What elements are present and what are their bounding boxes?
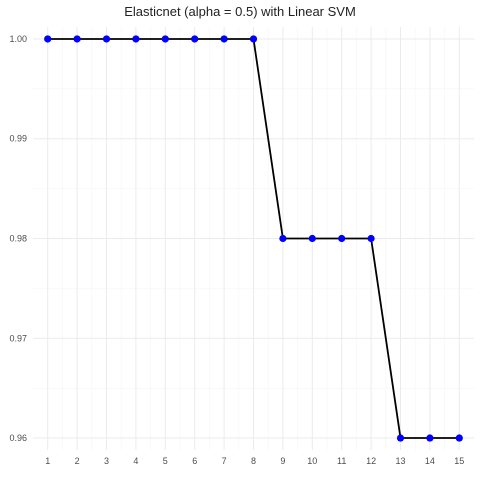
x-tick-label: 13 <box>395 456 405 466</box>
x-tick-label: 12 <box>366 456 376 466</box>
x-tick-label: 1 <box>45 456 50 466</box>
x-tick-label: 8 <box>251 456 256 466</box>
x-tick-label: 11 <box>337 456 346 466</box>
x-tick-label: 3 <box>104 456 109 466</box>
x-tick-label: 7 <box>222 456 227 466</box>
x-tick-label: 4 <box>133 456 138 466</box>
data-point <box>73 35 81 43</box>
y-tick-label: 1.00 <box>9 34 27 44</box>
y-axis-tick-labels: 0.96 0.97 0.98 0.99 1.00 <box>9 34 27 443</box>
grid-layer <box>33 27 474 450</box>
chart-title: Elasticnet (alpha = 0.5) with Linear SVM <box>124 4 356 19</box>
data-point <box>102 35 111 43</box>
x-axis-tick-labels: 1 2 3 4 5 6 7 8 9 10 11 12 13 14 15 <box>45 456 464 466</box>
data-point <box>161 35 169 43</box>
x-tick-label: 14 <box>425 456 435 466</box>
y-tick-label: 0.97 <box>9 333 27 343</box>
data-point <box>455 434 463 442</box>
x-tick-label: 9 <box>280 456 285 466</box>
series-point-layer <box>44 35 463 442</box>
x-tick-label: 2 <box>75 456 80 466</box>
data-point <box>249 35 258 43</box>
data-point <box>396 434 405 442</box>
y-tick-label: 0.96 <box>9 433 27 443</box>
data-point <box>191 35 199 43</box>
data-point <box>426 434 434 442</box>
data-point <box>367 234 375 243</box>
data-point <box>132 35 140 43</box>
y-tick-label: 0.98 <box>9 234 27 244</box>
data-point <box>220 35 228 43</box>
data-point <box>338 234 346 243</box>
y-tick-label: 0.99 <box>9 134 27 144</box>
x-tick-label: 15 <box>454 456 464 466</box>
x-tick-label: 5 <box>163 456 168 466</box>
x-tick-label: 6 <box>192 456 197 466</box>
x-tick-label: 10 <box>307 456 317 466</box>
data-point <box>44 35 52 43</box>
data-point <box>308 234 316 243</box>
data-point <box>279 234 287 243</box>
